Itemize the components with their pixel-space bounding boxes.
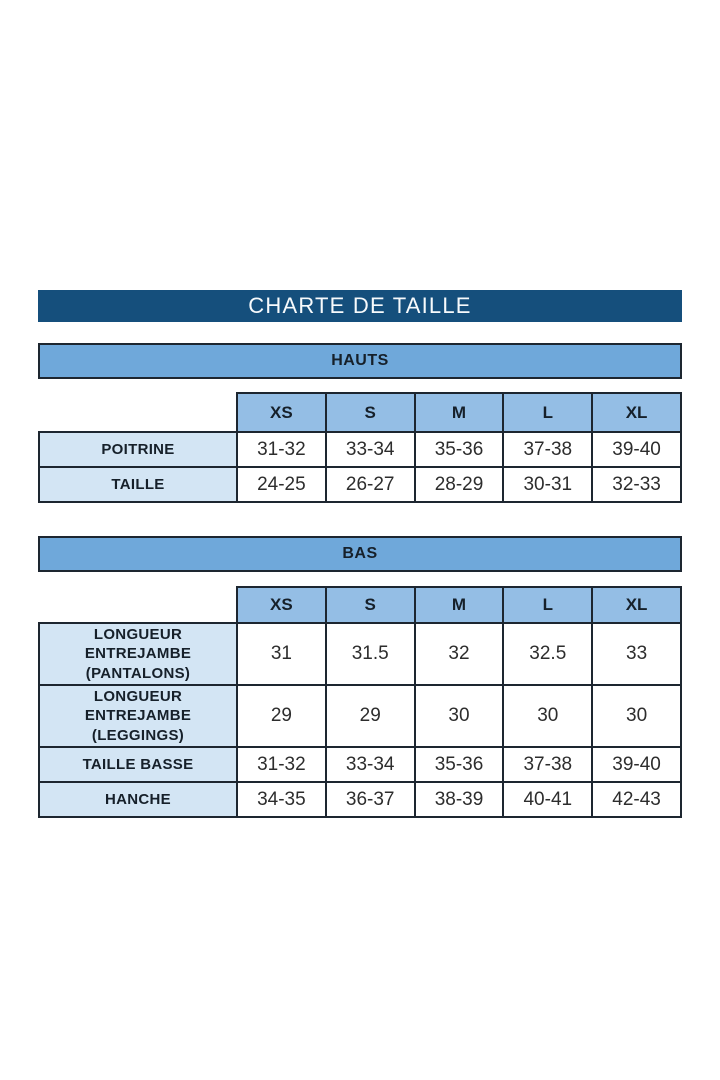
value-cell: 26-27	[324, 466, 416, 503]
bas-size-header-row: XS S M L XL	[39, 586, 682, 624]
size-header-cell: XS	[236, 392, 327, 433]
value-cell: 31-32	[236, 746, 327, 783]
size-header-cell: M	[413, 392, 505, 433]
table-row-entrejambe-leggings: LONGUEUR ENTREJAMBE (LEGGINGS) 29 29 30 …	[38, 684, 682, 748]
value-cell: 40-41	[502, 781, 594, 818]
value-cell: 31-32	[236, 431, 327, 468]
value-cell: 32.5	[502, 622, 594, 686]
value-cell: 32	[413, 622, 505, 686]
size-header-cell: XS	[236, 586, 327, 624]
value-cell: 30	[502, 684, 594, 748]
size-header-cell: M	[413, 586, 505, 624]
table-row-taille: TAILLE 24-25 26-27 28-29 30-31 32-33	[38, 466, 682, 503]
hauts-table: XS S M L XL POITRINE 31-32 33-34 35-36 3…	[38, 392, 682, 503]
table-row-taille-basse: TAILLE BASSE 31-32 33-34 35-36 37-38 39-…	[38, 746, 682, 783]
table-row-hanche: HANCHE 34-35 36-37 38-39 40-41 42-43	[38, 781, 682, 818]
value-cell: 33-34	[324, 431, 416, 468]
empty-corner-cell	[39, 393, 237, 432]
value-cell: 37-38	[502, 431, 594, 468]
hauts-size-header-row: XS S M L XL	[39, 392, 682, 433]
value-cell: 29	[236, 684, 327, 748]
value-cell: 38-39	[413, 781, 505, 818]
size-chart-content: CHARTE DE TAILLE HAUTS XS S M L XL POITR…	[38, 290, 682, 818]
page-title: CHARTE DE TAILLE	[38, 290, 682, 322]
empty-corner-cell	[39, 587, 237, 623]
row-label-cell: TAILLE	[38, 466, 238, 503]
row-label-cell: POITRINE	[38, 431, 238, 468]
value-cell: 24-25	[236, 466, 327, 503]
value-cell: 39-40	[591, 746, 682, 783]
value-cell: 42-43	[591, 781, 682, 818]
table-row-entrejambe-pantalons: LONGUEUR ENTREJAMBE (PANTALONS) 31 31.5 …	[38, 622, 682, 686]
row-label-cell: LONGUEUR ENTREJAMBE (LEGGINGS)	[38, 684, 238, 748]
value-cell: 32-33	[591, 466, 682, 503]
value-cell: 30-31	[502, 466, 594, 503]
size-header-cell: L	[502, 392, 594, 433]
value-cell: 33	[591, 622, 682, 686]
row-label-cell: HANCHE	[38, 781, 238, 818]
size-header-cell: XL	[591, 392, 682, 433]
table-row-poitrine: POITRINE 31-32 33-34 35-36 37-38 39-40	[38, 431, 682, 468]
value-cell: 30	[413, 684, 505, 748]
value-cell: 34-35	[236, 781, 327, 818]
value-cell: 31.5	[324, 622, 416, 686]
value-cell: 31	[236, 622, 327, 686]
value-cell: 33-34	[324, 746, 416, 783]
value-cell: 35-36	[413, 746, 505, 783]
size-header-cell: S	[324, 586, 416, 624]
section-header-hauts: HAUTS	[38, 343, 682, 379]
bas-table: XS S M L XL LONGUEUR ENTREJAMBE (PANTALO…	[38, 586, 682, 818]
value-cell: 29	[324, 684, 416, 748]
value-cell: 28-29	[413, 466, 505, 503]
size-header-cell: XL	[591, 586, 682, 624]
value-cell: 36-37	[324, 781, 416, 818]
row-label-cell: LONGUEUR ENTREJAMBE (PANTALONS)	[38, 622, 238, 686]
row-label-cell: TAILLE BASSE	[38, 746, 238, 783]
value-cell: 35-36	[413, 431, 505, 468]
value-cell: 39-40	[591, 431, 682, 468]
value-cell: 37-38	[502, 746, 594, 783]
size-header-cell: S	[324, 392, 416, 433]
value-cell: 30	[591, 684, 682, 748]
section-header-bas: BAS	[38, 536, 682, 572]
size-header-cell: L	[502, 586, 594, 624]
